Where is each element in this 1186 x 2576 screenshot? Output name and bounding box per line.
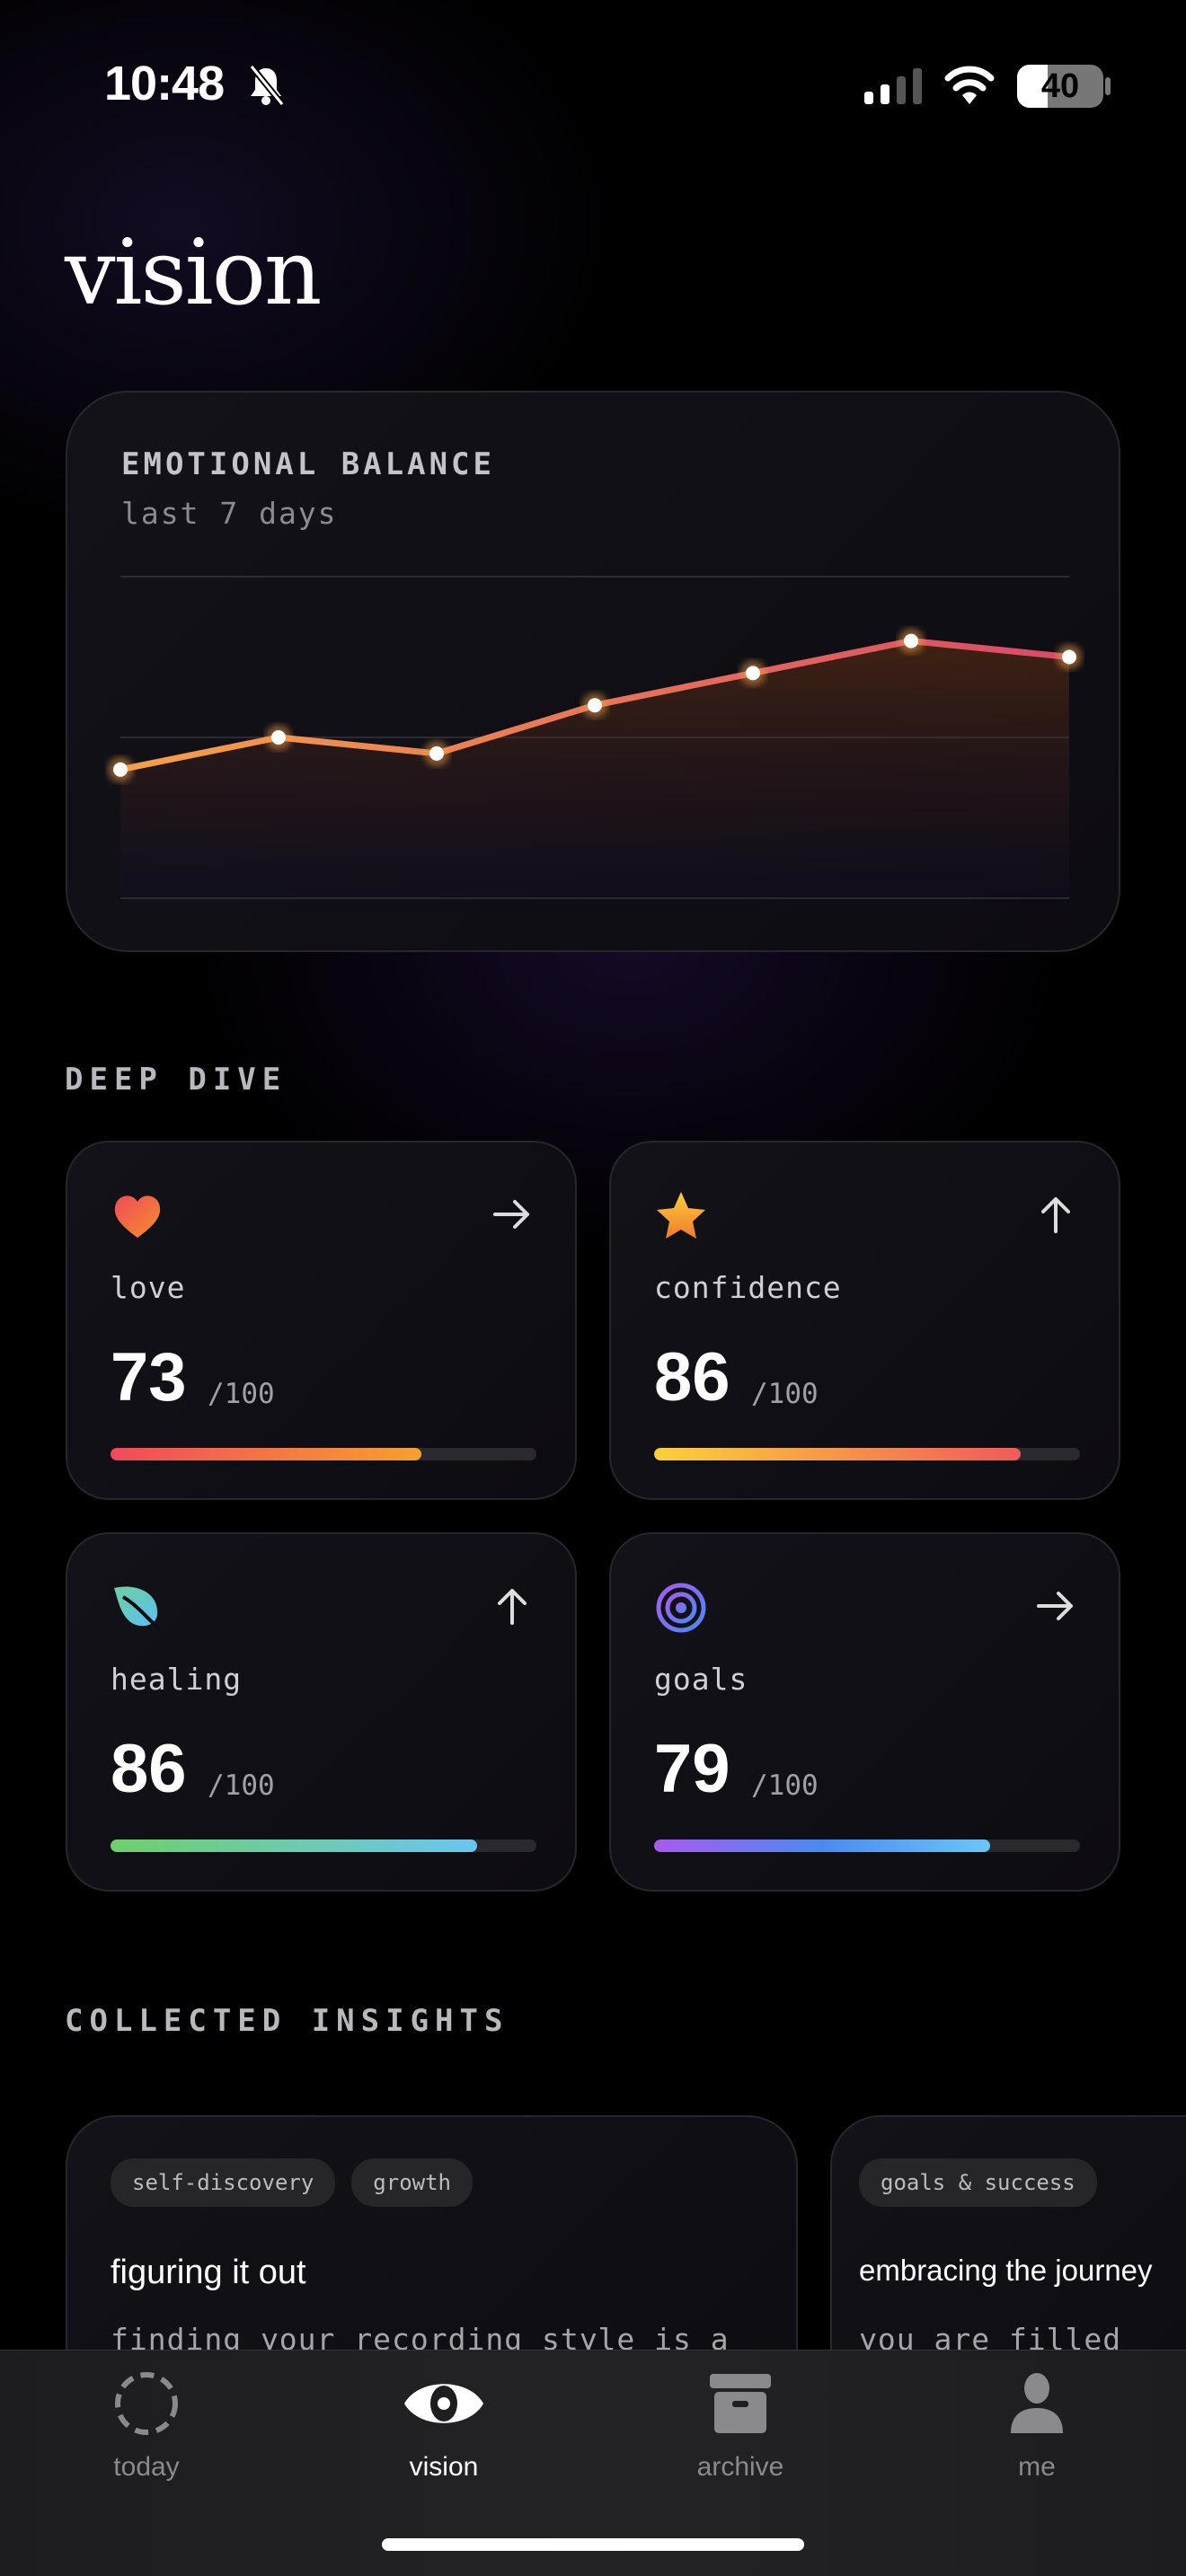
collected-insights-heading: COLLECTED INSIGHTS [65, 2003, 509, 2039]
target-icon [654, 1581, 708, 1635]
tab-archive[interactable]: archive [651, 2370, 830, 2483]
arrow-up-icon [490, 1584, 535, 1628]
insight-title: figuring it out [111, 2254, 306, 2291]
tag-list: self-discovery growth [111, 2158, 791, 2207]
leaf-icon [111, 1581, 164, 1635]
page-title: vision [65, 220, 322, 325]
tag[interactable]: growth [351, 2158, 473, 2207]
star-icon [654, 1189, 708, 1243]
chart-subtitle: last 7 days [121, 496, 338, 531]
metric-value: 86 [654, 1339, 730, 1416]
metric-value: 86 [111, 1731, 187, 1807]
metric-label: love [111, 1270, 186, 1305]
progress-fill [111, 1448, 422, 1460]
data-point [746, 666, 760, 681]
chart-title: EMOTIONAL BALANCE [121, 446, 495, 482]
wifi-icon [944, 66, 995, 104]
progress-track [111, 1448, 536, 1460]
emotional-balance-card: EMOTIONAL BALANCE last 7 days [66, 391, 1120, 952]
tab-vision[interactable]: vision [354, 2370, 534, 2483]
metric-card-love[interactable]: love 73 /100 [66, 1141, 577, 1500]
metric-value: 79 [654, 1731, 730, 1807]
metric-label: goals [654, 1662, 748, 1697]
data-point [429, 745, 444, 761]
metric-card-healing[interactable]: healing 86 /100 [66, 1532, 577, 1892]
arrow-right-icon [490, 1192, 535, 1237]
data-point [588, 698, 602, 713]
dashed-circle-icon [115, 2372, 178, 2435]
tab-label: today [113, 2452, 180, 2482]
emotional-balance-chart [108, 576, 1082, 899]
tag-list: goals & success [859, 2158, 1179, 2207]
data-point [904, 633, 918, 648]
home-indicator[interactable] [382, 2538, 804, 2551]
metric-card-goals[interactable]: goals 79 /100 [609, 1532, 1120, 1892]
battery-icon: 40 [1017, 65, 1103, 108]
metric-label: confidence [654, 1270, 842, 1305]
data-point [113, 762, 128, 777]
arrow-right-icon [1033, 1584, 1078, 1628]
progress-track [654, 1839, 1080, 1852]
metric-max: /100 [751, 1769, 819, 1802]
battery-level: 40 [1040, 67, 1080, 105]
tab-label: archive [696, 2452, 784, 2482]
arrow-up-icon [1033, 1192, 1078, 1237]
battery-tip [1105, 77, 1111, 95]
heart-icon [111, 1189, 164, 1243]
metric-max: /100 [208, 1769, 275, 1802]
progress-fill [654, 1448, 1021, 1460]
data-point [271, 730, 286, 745]
tag[interactable]: goals & success [859, 2158, 1097, 2207]
tab-label: vision [409, 2452, 479, 2482]
archive-box-icon [710, 2374, 771, 2433]
deep-dive-heading: DEEP DIVE [65, 1062, 288, 1098]
person-icon [1011, 2373, 1063, 2433]
tab-me[interactable]: me [947, 2370, 1127, 2483]
tag[interactable]: self-discovery [111, 2158, 336, 2207]
cellular-signal-icon [864, 68, 922, 104]
progress-fill [654, 1839, 991, 1852]
chart-area [120, 640, 1069, 898]
metric-max: /100 [751, 1378, 819, 1410]
data-point [1062, 649, 1076, 665]
metric-card-confidence[interactable]: confidence 86 /100 [609, 1141, 1120, 1500]
tab-label: me [1018, 2452, 1056, 2482]
bell-slash-icon [249, 65, 285, 106]
metric-label: healing [111, 1662, 243, 1697]
tab-today[interactable]: today [57, 2370, 236, 2483]
status-time: 10:48 [104, 57, 225, 110]
metric-value: 73 [111, 1339, 187, 1416]
insight-title: embracing the journey [859, 2254, 1153, 2287]
eye-icon [404, 2384, 483, 2423]
progress-track [111, 1839, 536, 1852]
progress-fill [111, 1839, 477, 1852]
metric-max: /100 [208, 1378, 275, 1410]
progress-track [654, 1448, 1080, 1460]
